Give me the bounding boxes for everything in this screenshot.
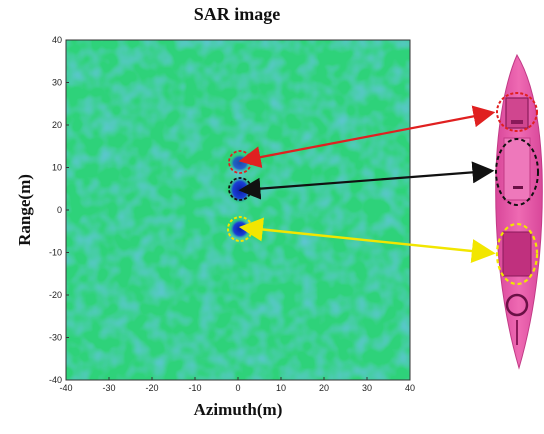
ship-cargo-block <box>502 231 532 277</box>
y-tick-label: 30 <box>52 78 62 88</box>
ship-deck-block <box>503 137 531 201</box>
ship-deck-mark <box>513 186 523 189</box>
y-tick-label: -10 <box>49 248 62 258</box>
x-tick-label: 0 <box>235 383 240 393</box>
ship-bridge-mark <box>511 120 523 124</box>
y-axis-ticks: 40 30 20 10 0 -10 -20 -30 -40 <box>49 35 69 385</box>
ship-marker-black <box>495 138 539 206</box>
x-tick-label: 30 <box>362 383 372 393</box>
sar-field <box>66 40 410 380</box>
x-tick-label: -40 <box>59 383 72 393</box>
ship-stern-ring <box>505 293 529 317</box>
x-tick-label: 20 <box>319 383 329 393</box>
y-axis-label: Range(m) <box>15 174 34 246</box>
x-tick-label: 40 <box>405 383 415 393</box>
ship-marker-yellow <box>495 222 539 286</box>
x-tick-label: 10 <box>276 383 286 393</box>
x-tick-label: -20 <box>145 383 158 393</box>
ship-marker-red <box>496 92 538 132</box>
x-axis-ticks: -40 -30 -20 -10 0 10 20 30 40 <box>59 377 415 393</box>
ship-hull <box>495 53 543 370</box>
figure-title: SAR image <box>194 4 281 24</box>
x-tick-label: -10 <box>188 383 201 393</box>
arrow-black <box>238 161 495 200</box>
arrow-yellow <box>238 217 496 263</box>
ship-illustration <box>495 53 543 370</box>
x-axis-label: Azimuth(m) <box>194 400 283 419</box>
y-tick-label: 0 <box>57 205 62 215</box>
x-tick-label: -30 <box>102 383 115 393</box>
target-bottom-blob <box>230 219 250 239</box>
y-tick-label: -40 <box>49 375 62 385</box>
arrow-red <box>238 105 496 168</box>
y-tick-label: -20 <box>49 290 62 300</box>
y-tick-label: 10 <box>52 163 62 173</box>
y-tick-label: 20 <box>52 120 62 130</box>
y-tick-label: 40 <box>52 35 62 45</box>
sar-image <box>65 39 411 381</box>
y-tick-label: -30 <box>49 333 62 343</box>
